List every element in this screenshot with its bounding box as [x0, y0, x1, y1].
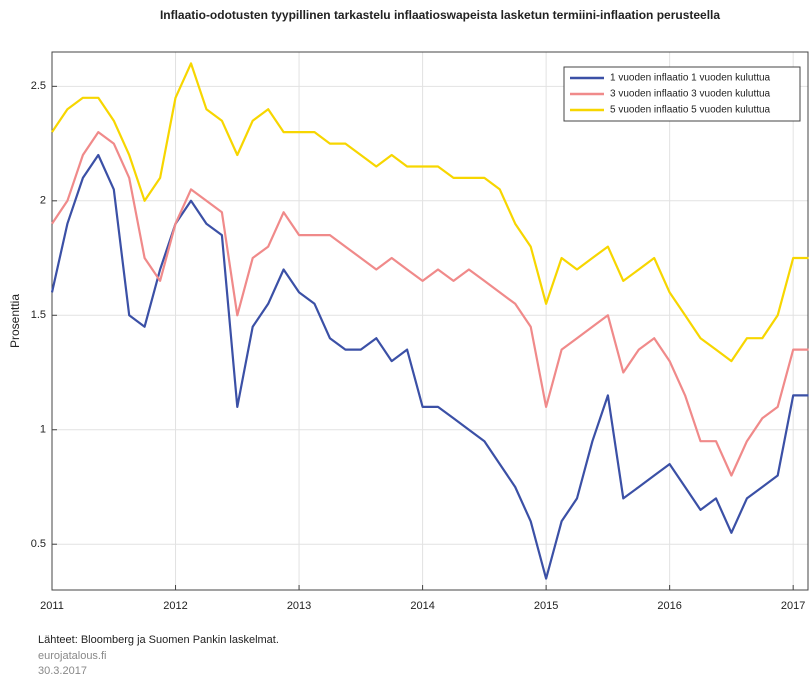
- y-tick-label: 1.5: [31, 309, 46, 321]
- x-tick-label: 2013: [287, 600, 311, 612]
- legend-label: 5 vuoden inflaatio 5 vuoden kuluttua: [610, 105, 771, 116]
- x-tick-label: 2016: [657, 600, 681, 612]
- x-tick-label: 2015: [534, 600, 558, 612]
- y-tick-label: 0.5: [31, 538, 46, 550]
- legend-label: 1 vuoden inflaatio 1 vuoden kuluttua: [610, 73, 771, 84]
- x-tick-label: 2011: [40, 600, 64, 612]
- chart-title: Inflaatio-odotusten tyypillinen tarkaste…: [160, 8, 720, 22]
- y-tick-label: 2.5: [31, 80, 46, 92]
- y-tick-label: 1: [40, 424, 46, 436]
- footer-site: eurojatalous.fi: [38, 650, 107, 662]
- footer-date: 30.3.2017: [38, 665, 87, 677]
- series-line: [51, 131, 809, 477]
- plot-area: [52, 52, 808, 590]
- series-line: [51, 62, 809, 363]
- x-tick-label: 2012: [163, 600, 187, 612]
- legend-label: 3 vuoden inflaatio 3 vuoden kuluttua: [610, 89, 771, 100]
- y-tick-label: 2: [40, 195, 46, 207]
- y-axis-label: Prosenttia: [8, 294, 22, 348]
- plot-frame: [51, 51, 809, 591]
- footer-source: Lähteet: Bloomberg ja Suomen Pankin lask…: [38, 634, 279, 646]
- x-tick-label: 2017: [781, 600, 805, 612]
- x-tick-label: 2014: [410, 600, 434, 612]
